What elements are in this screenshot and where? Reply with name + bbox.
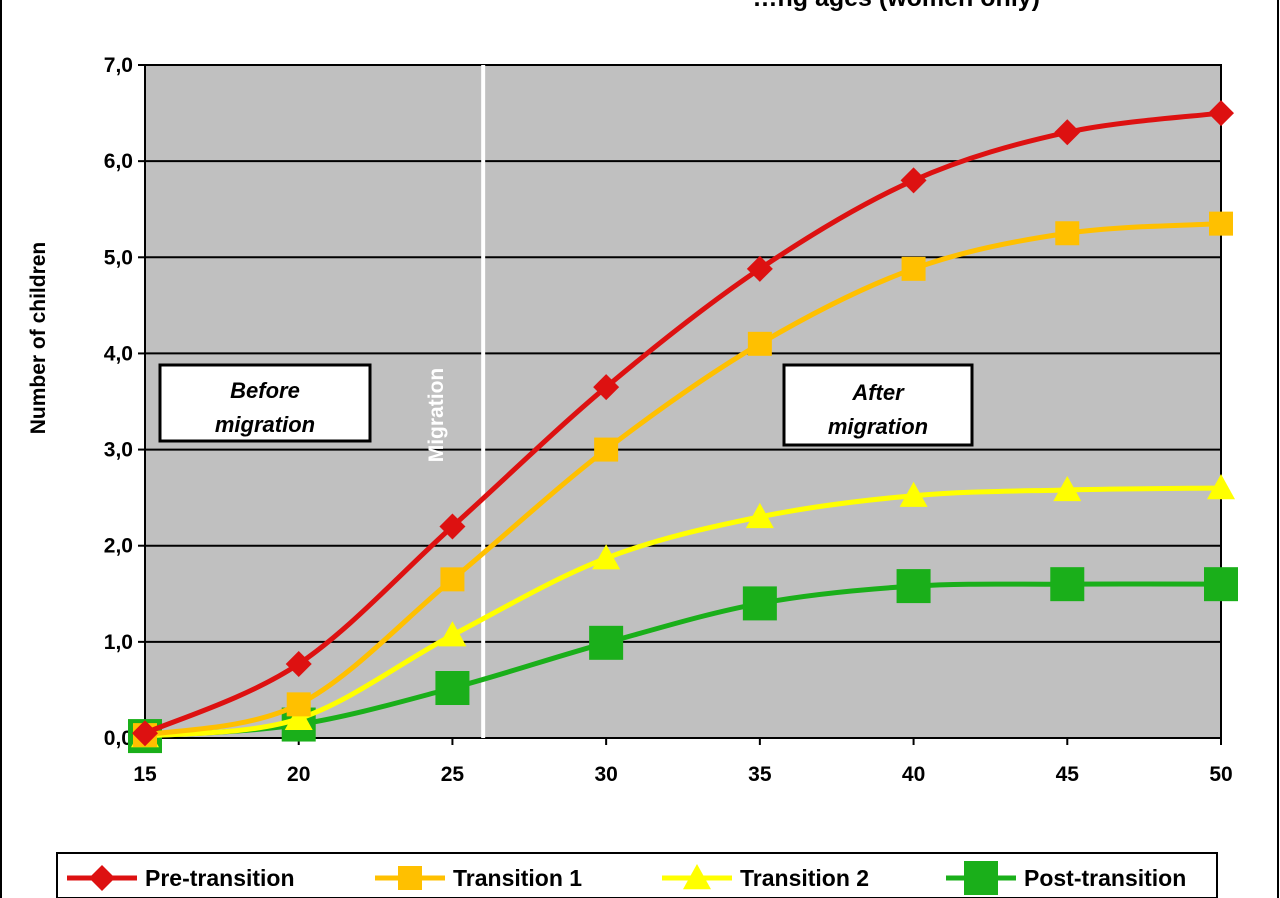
data-point — [1054, 119, 1081, 146]
legend-box — [56, 852, 1218, 898]
data-point — [592, 544, 621, 570]
y-axis: 0,0 1,0 2,0 3,0 4,0 5,0 6,0 7,0 — [104, 54, 145, 750]
x-tick-label: 30 — [594, 763, 617, 786]
y-tick-label: 4,0 — [104, 342, 133, 365]
data-point — [1055, 221, 1080, 246]
migration-label: Migration — [425, 368, 448, 463]
data-point — [593, 374, 620, 401]
data-point — [742, 586, 777, 621]
legend-label: Pre-transition — [145, 865, 295, 891]
data-point — [747, 331, 772, 356]
legend-marker — [398, 866, 422, 890]
data-point — [132, 720, 158, 747]
data-point — [286, 692, 311, 717]
data-point — [438, 621, 467, 647]
data-point — [1204, 567, 1238, 602]
data-point — [285, 650, 312, 677]
series-line — [143, 110, 1222, 736]
legend-marker — [964, 861, 998, 895]
data-point — [1209, 211, 1233, 236]
x-tick-label: 35 — [748, 763, 772, 786]
x-tick-label: 50 — [1209, 763, 1232, 786]
x-axis: 15 20 25 30 35 40 45 50 — [133, 738, 1233, 786]
y-tick-label: 3,0 — [104, 439, 133, 462]
after-migration-line2: migration — [828, 414, 928, 439]
data-point — [439, 513, 466, 540]
before-migration-box: Before migration — [158, 363, 372, 443]
data-point — [440, 567, 465, 592]
data-point — [1208, 100, 1234, 127]
data-point — [745, 502, 774, 529]
data-point — [899, 481, 928, 507]
y-tick-label: 0,0 — [104, 727, 133, 750]
x-tick-label: 20 — [287, 763, 310, 786]
y-tick-label: 6,0 — [104, 150, 133, 173]
x-tick-label: 25 — [441, 763, 465, 786]
legend-marker — [89, 865, 115, 891]
y-tick-label: 7,0 — [104, 54, 133, 77]
y-tick-label: 1,0 — [104, 631, 133, 654]
series-transition-1 — [133, 211, 1233, 748]
y-axis-title: Number of children — [27, 242, 50, 435]
x-tick-label: 45 — [1056, 763, 1080, 786]
data-point — [284, 704, 313, 730]
after-migration-box: After migration — [782, 363, 974, 447]
legend-item: Pre-transition — [67, 865, 295, 891]
before-migration-line2: migration — [215, 412, 315, 437]
data-point — [594, 437, 619, 462]
legend-item: Post-transition — [946, 861, 1186, 895]
legend: Pre-transition Transition 1 Transition 2 Po… — [56, 852, 1218, 898]
series-line — [144, 485, 1222, 739]
series-pre-transition — [132, 100, 1234, 747]
gridlines — [145, 64, 1221, 643]
y-tick-label: 5,0 — [104, 246, 133, 269]
x-tick-label: 15 — [133, 763, 157, 786]
before-migration-line1: Before — [230, 378, 300, 403]
data-point — [896, 569, 931, 604]
chart-title: …ng ages (women only) — [752, 0, 1040, 12]
series-group — [128, 100, 1238, 754]
data-point — [746, 255, 773, 282]
legend-item: Transition 2 — [662, 864, 869, 891]
after-migration-line1: After — [851, 380, 905, 405]
series-line — [144, 221, 1222, 738]
legend-item: Transition 1 — [375, 865, 582, 891]
data-point — [1207, 474, 1235, 500]
y-tick-label: 2,0 — [104, 535, 133, 558]
data-point — [1053, 475, 1082, 502]
legend-marker — [683, 864, 711, 890]
data-point — [901, 256, 926, 281]
legend-label: Post-transition — [1024, 865, 1186, 891]
data-point — [435, 671, 470, 706]
data-point — [1050, 567, 1085, 602]
x-tick-label: 40 — [902, 763, 925, 786]
data-point — [589, 625, 624, 660]
data-point — [900, 167, 927, 194]
legend-label: Transition 1 — [453, 865, 582, 891]
legend-label: Transition 2 — [740, 865, 869, 891]
series-line — [144, 581, 1222, 739]
